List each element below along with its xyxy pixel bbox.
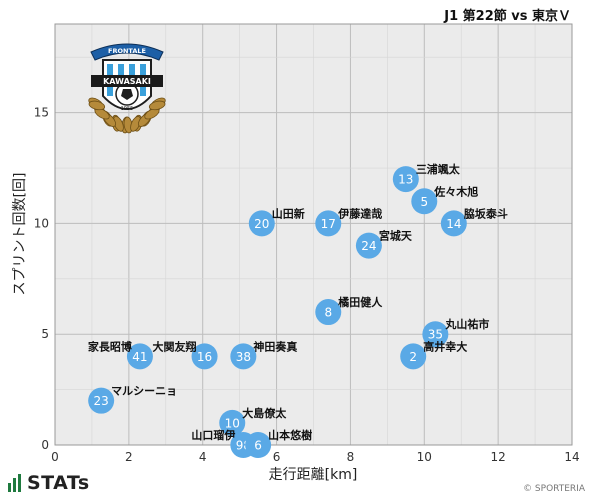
- y-tick-label: 15: [34, 106, 49, 120]
- point-name: 伊藤達哉: [337, 206, 382, 220]
- point-marker: [245, 432, 272, 458]
- data-points: 13三浦颯太5佐々木旭14脇坂泰斗20山田新17伊藤達哉24宮城天8橘田健人35…: [88, 162, 508, 458]
- point-name: 山口瑠伊: [191, 428, 235, 442]
- y-tick-label: 5: [41, 327, 49, 341]
- point-number: 13: [398, 173, 413, 187]
- x-tick-label: 12: [491, 450, 506, 464]
- point-marker: [315, 210, 342, 237]
- point-name: 大島僚太: [242, 406, 287, 420]
- x-axis-label: 走行距離[km]: [269, 466, 358, 483]
- point-name: 高井幸大: [423, 339, 467, 353]
- point-name: 山田新: [272, 206, 305, 220]
- point-marker: [219, 409, 246, 436]
- point-name: 山本悠樹: [268, 428, 312, 442]
- point-name: 宮城天: [379, 229, 413, 243]
- point-number: 17: [321, 217, 336, 231]
- x-tick-label: 0: [51, 450, 59, 464]
- x-tick-label: 6: [273, 450, 281, 464]
- point-name: 家長昭博: [88, 339, 132, 353]
- point-marker: [355, 232, 382, 259]
- point-number: 8: [324, 306, 332, 320]
- point-number: 16: [197, 350, 212, 364]
- data-point: 8 橘田健人: [315, 295, 383, 326]
- badge-inner-text: 1955: [121, 106, 134, 112]
- point-number: 23: [94, 394, 109, 408]
- x-tick-label: 2: [125, 450, 133, 464]
- point-marker: [422, 321, 449, 348]
- point-number: 41: [132, 350, 147, 364]
- point-number: 35: [428, 328, 443, 342]
- data-point: 6 山本悠樹: [245, 428, 312, 458]
- point-marker: [191, 343, 218, 370]
- point-number: 20: [254, 217, 269, 231]
- point-name: 佐々木旭: [433, 184, 478, 198]
- x-tick-label: 10: [417, 450, 432, 464]
- point-marker: [411, 188, 438, 215]
- point-marker: [230, 343, 257, 370]
- point-number: 2: [409, 350, 417, 364]
- x-tick-label: 4: [199, 450, 207, 464]
- team-badge-icon: 1955 FRONTALE KAWASAKI: [88, 43, 166, 134]
- point-name: 神田奏真: [253, 339, 297, 353]
- credit-text: © SPORTERIA: [523, 484, 585, 494]
- point-number: 38: [236, 350, 251, 364]
- point-name: マルシーニョ: [111, 385, 177, 398]
- y-axis-label: スプリント回数[回]: [12, 173, 28, 296]
- y-tick-labels: 0 5 10 15: [34, 106, 49, 452]
- point-name: 三浦颯太: [416, 162, 461, 176]
- plot-border: [54, 23, 573, 446]
- match-title: J1 第22節 vs 東京Ｖ: [444, 9, 571, 24]
- point-marker: [88, 387, 115, 414]
- point-number: 6: [254, 439, 262, 453]
- stats-logo: STATs: [8, 472, 90, 494]
- point-marker: [126, 343, 153, 370]
- point-number: 10: [225, 416, 240, 430]
- point-marker: [315, 299, 342, 326]
- point-marker: [400, 343, 427, 370]
- point-name: 脇坂泰斗: [464, 206, 508, 220]
- point-name: 橘田健人: [337, 295, 383, 309]
- point-number: 24: [361, 239, 376, 253]
- point-name: 丸山祐市: [444, 317, 489, 331]
- point-marker: [440, 210, 467, 237]
- point-marker: [392, 166, 419, 193]
- data-point: 2 高井幸大: [400, 339, 467, 370]
- y-tick-label: 10: [34, 216, 49, 230]
- point-number: 5: [420, 195, 428, 209]
- point-name: 大関友翔: [153, 339, 197, 353]
- brand-name: STATs: [27, 472, 90, 494]
- point-marker: [248, 210, 275, 237]
- x-tick-labels: 0 2 4 6 8 10 12 14: [51, 450, 579, 464]
- point-number: 14: [446, 217, 461, 231]
- x-tick-label: 8: [347, 450, 355, 464]
- badge-ribbon-mid: KAWASAKI: [103, 77, 151, 86]
- badge-ribbon-top: FRONTALE: [108, 47, 146, 55]
- bar-chart-icon: [8, 474, 21, 492]
- y-tick-label: 0: [41, 438, 49, 452]
- x-tick-label: 14: [564, 450, 579, 464]
- data-point: 5 佐々木旭: [411, 184, 478, 215]
